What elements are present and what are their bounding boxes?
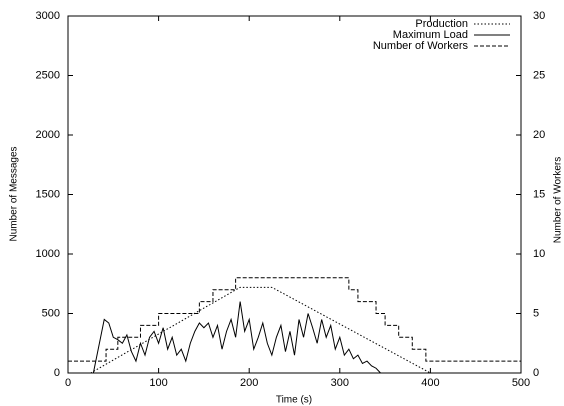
y2-tick-label: 25 bbox=[533, 69, 545, 81]
x-tick-label: 200 bbox=[240, 377, 258, 389]
y2-tick-label: 20 bbox=[533, 129, 545, 141]
y2-tick-label: 5 bbox=[533, 307, 539, 319]
y-tick-label: 1500 bbox=[36, 188, 60, 200]
x-tick-label: 300 bbox=[331, 377, 349, 389]
legend-label: Production bbox=[415, 18, 468, 30]
series-line bbox=[92, 301, 381, 374]
plot-frame bbox=[67, 15, 522, 374]
y-tick-label: 2500 bbox=[36, 69, 60, 81]
y-tick-label: 3000 bbox=[36, 10, 60, 22]
y2-axis-label: Number of Workers bbox=[553, 157, 564, 244]
y-tick-label: 1000 bbox=[36, 248, 60, 260]
y2-tick-label: 0 bbox=[533, 367, 539, 379]
series-line bbox=[68, 277, 521, 362]
legend-label: Number of Workers bbox=[373, 40, 469, 52]
y2-tick-label: 10 bbox=[533, 248, 545, 260]
y-axis-label: Number of Messages bbox=[9, 146, 20, 241]
y-tick-label: 2000 bbox=[36, 129, 60, 141]
x-tick-label: 400 bbox=[421, 377, 439, 389]
y2-tick-label: 30 bbox=[533, 10, 545, 22]
x-tick-label: 0 bbox=[65, 377, 71, 389]
y2-tick-label: 15 bbox=[533, 188, 545, 200]
series-line bbox=[90, 286, 431, 374]
x-tick-label: 100 bbox=[149, 377, 167, 389]
y-tick-label: 0 bbox=[54, 367, 60, 379]
legend-label: Maximum Load bbox=[393, 29, 468, 41]
x-tick-label: 500 bbox=[512, 377, 530, 389]
x-axis-label: Time (s) bbox=[276, 395, 312, 406]
y-tick-label: 500 bbox=[42, 307, 60, 319]
